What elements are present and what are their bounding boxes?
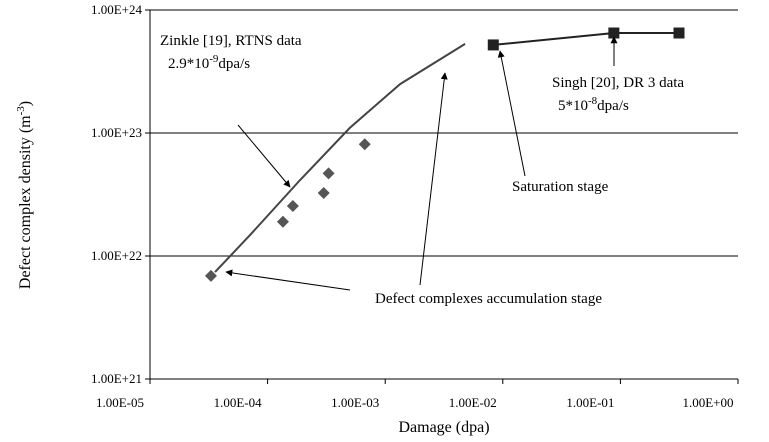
- diamond-point: [358, 138, 371, 151]
- diamond-point: [317, 187, 330, 200]
- annotation: Saturation stage: [512, 179, 609, 195]
- annotation-sup: -8: [588, 95, 598, 107]
- annotation-text: 5*10: [558, 98, 588, 114]
- square-point: [608, 27, 620, 39]
- arrow: [497, 50, 526, 177]
- y-axis-label-text: Defect complex density (m: [17, 115, 34, 289]
- y-axis-label-sup: -3: [15, 106, 27, 116]
- y-tick-label: 1.00E+22: [91, 248, 142, 263]
- series-line: [493, 32, 679, 46]
- ticks: 1.00E+21 1.00E+22 1.00E+23 1.00E+24 1.00E-05…: [91, 2, 739, 410]
- x-tick-label: 1.00E-05: [96, 395, 144, 410]
- arrows: [225, 36, 618, 291]
- annotation-after: dpa/s: [218, 56, 250, 72]
- y-axis-label-after: ): [17, 101, 34, 106]
- y-tick-label: 1.00E+21: [91, 371, 142, 386]
- y-tick-label: 1.00E+23: [91, 125, 142, 140]
- x-tick-label: 1.00E+00: [682, 395, 733, 410]
- x-tick-label: 1.00E-03: [331, 395, 379, 410]
- annotation: 5*10-8dpa/s: [558, 95, 629, 114]
- annotation: 2.9*10-9dpa/s: [168, 53, 250, 72]
- y-axis-label: Defect complex density (m-3): [15, 101, 34, 289]
- x-tick-label: 1.00E-04: [214, 395, 263, 410]
- diamond-point: [276, 215, 289, 228]
- annotation: Defect complexes accumulation stage: [375, 291, 602, 307]
- x-axis-label: Damage (dpa): [398, 419, 489, 436]
- annotation-text: 2.9*10: [168, 56, 209, 72]
- square-point: [487, 39, 499, 51]
- annotation: Zinkle [19], RTNS data: [160, 33, 302, 49]
- diamond-point: [204, 269, 217, 282]
- arrow: [225, 269, 351, 291]
- y-tick-label: 1.00E+24: [91, 2, 143, 17]
- arrow: [237, 124, 291, 188]
- diamond-point: [322, 167, 335, 180]
- marks: [204, 27, 685, 282]
- diamond-point: [286, 199, 299, 212]
- annotation-sup: -9: [209, 53, 219, 65]
- x-tick-label: 1.00E-02: [449, 395, 497, 410]
- arrow: [419, 72, 448, 286]
- x-tick-label: 1.00E-01: [566, 395, 614, 410]
- series-line: [214, 43, 466, 273]
- annotation-after: dpa/s: [597, 98, 629, 114]
- annotation: Singh [20], DR 3 data: [552, 75, 684, 91]
- square-point: [673, 27, 685, 39]
